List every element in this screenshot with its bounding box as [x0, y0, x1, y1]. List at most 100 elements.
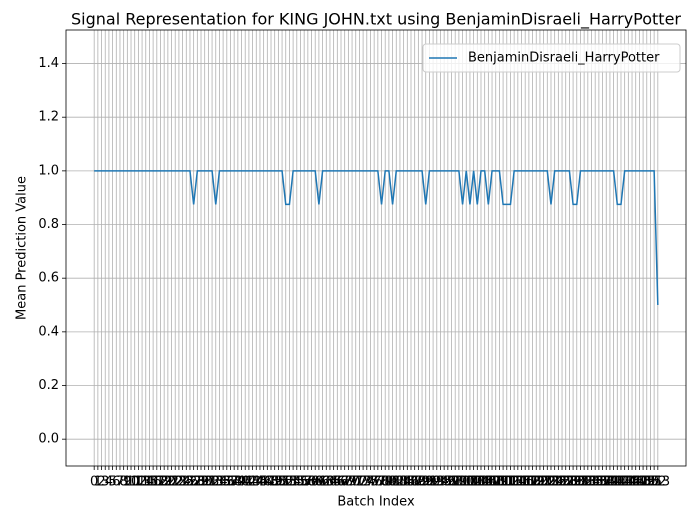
x-tick-label: 149	[631, 475, 656, 490]
x-tick-label: 85	[399, 475, 416, 490]
x-tick-label: 39	[230, 475, 247, 490]
x-tick-label: 28	[189, 475, 206, 490]
x-tick-label: 21	[163, 475, 180, 490]
y-tick-label: 0.4	[38, 324, 59, 339]
x-tick-label: 27	[185, 475, 202, 490]
x-tick-label: 2	[97, 475, 105, 490]
x-tick-label: 121	[528, 475, 553, 490]
x-tick-label: 141	[601, 475, 626, 490]
legend-box	[422, 43, 681, 73]
y-axis-label: Mean Prediction Value	[15, 176, 30, 320]
x-tick-label: 83	[392, 475, 409, 490]
x-tick-label: 111	[491, 475, 516, 490]
x-tick-label: 148	[627, 475, 652, 490]
x-tick-label: 67	[333, 475, 350, 490]
x-tick-label: 14	[137, 475, 154, 490]
x-tick-label: 125	[542, 475, 567, 490]
x-tick-label: 146	[620, 475, 645, 490]
x-tick-label: 92	[425, 475, 442, 490]
x-tick-label: 107	[476, 475, 501, 490]
y-tick-label: 0.2	[38, 378, 59, 393]
x-tick-label: 3	[101, 475, 109, 490]
x-tick-label: 68	[336, 475, 353, 490]
x-tick-label: 42	[241, 475, 258, 490]
x-tick-label: 130	[561, 475, 586, 490]
x-tick-label: 8	[120, 475, 128, 490]
x-tick-label: 55	[289, 475, 306, 490]
x-tick-label: 73	[355, 475, 372, 490]
x-tick-label: 140	[598, 475, 623, 490]
x-tick-label: 103	[461, 475, 486, 490]
x-tick-label: 44	[248, 475, 265, 490]
x-tick-label: 22	[167, 475, 184, 490]
x-tick-label: 11	[126, 475, 143, 490]
x-tick-label: 69	[340, 475, 357, 490]
x-tick-label: 136	[583, 475, 608, 490]
x-tick-label: 88	[410, 475, 427, 490]
x-tick-label: 114	[502, 475, 527, 490]
x-tick-label: 84	[395, 475, 412, 490]
x-tick-label: 33	[207, 475, 224, 490]
x-tick-label: 116	[509, 475, 534, 490]
x-tick-label: 96	[440, 475, 457, 490]
x-tick-label: 127	[550, 475, 575, 490]
x-tick-label: 91	[421, 475, 438, 490]
x-tick-label: 143	[609, 475, 634, 490]
x-tick-label: 122	[531, 475, 556, 490]
x-tick-label: 0	[90, 475, 98, 490]
x-tick-label: 52	[277, 475, 294, 490]
x-tick-label: 81	[384, 475, 401, 490]
x-tick-label: 18	[152, 475, 169, 490]
x-tick-label: 15	[141, 475, 158, 490]
x-tick-label: 117	[513, 475, 538, 490]
x-tick-label: 20	[160, 475, 177, 490]
x-tick-label: 5	[108, 475, 116, 490]
x-tick-label: 129	[557, 475, 582, 490]
x-tick-label: 56	[292, 475, 309, 490]
x-tick-label: 19	[156, 475, 173, 490]
x-tick-label: 35	[215, 475, 232, 490]
x-tick-label: 45	[252, 475, 269, 490]
x-tick-label: 36	[219, 475, 236, 490]
x-tick-label: 23	[171, 475, 188, 490]
x-tick-label: 77	[370, 475, 387, 490]
x-tick-label: 100	[450, 475, 475, 490]
x-tick-label: 60	[307, 475, 324, 490]
x-tick-label: 65	[325, 475, 342, 490]
x-tick-label: 89	[414, 475, 431, 490]
x-tick-label: 108	[480, 475, 505, 490]
x-tick-label: 112	[494, 475, 519, 490]
x-tick-label: 13	[134, 475, 151, 490]
x-tick-label: 49	[266, 475, 283, 490]
y-tick-label: 0.6	[38, 271, 59, 286]
x-tick-label: 104	[465, 475, 490, 490]
x-tick-label: 134	[575, 475, 600, 490]
x-tick-label: 115	[505, 475, 530, 490]
y-tick-label: 1.0	[38, 163, 59, 178]
x-tick-label: 12	[130, 475, 147, 490]
x-tick-label: 119	[520, 475, 545, 490]
x-tick-label: 51	[274, 475, 291, 490]
x-tick-label: 106	[472, 475, 497, 490]
series-line	[94, 170, 659, 306]
x-tick-label: 57	[296, 475, 313, 490]
x-tick-label: 113	[498, 475, 523, 490]
x-tick-label: 32	[204, 475, 221, 490]
x-tick-label: 132	[568, 475, 593, 490]
plot-frame	[65, 29, 687, 467]
x-tick-label: 34	[211, 475, 228, 490]
x-tick-label: 99	[451, 475, 468, 490]
x-tick-label: 124	[539, 475, 564, 490]
x-tick-label: 78	[373, 475, 390, 490]
x-tick-label: 64	[322, 475, 339, 490]
x-tick-label: 126	[546, 475, 571, 490]
x-axis-label: Batch Index	[337, 495, 415, 510]
y-tick-label: 1.2	[38, 110, 59, 125]
x-tick-label: 123	[535, 475, 560, 490]
x-tick-label: 101	[454, 475, 479, 490]
x-tick-label: 7	[116, 475, 124, 490]
x-tick-label: 118	[516, 475, 541, 490]
x-tick-label: 16	[145, 475, 162, 490]
x-tick-label: 76	[366, 475, 383, 490]
x-tick-label: 29	[193, 475, 210, 490]
